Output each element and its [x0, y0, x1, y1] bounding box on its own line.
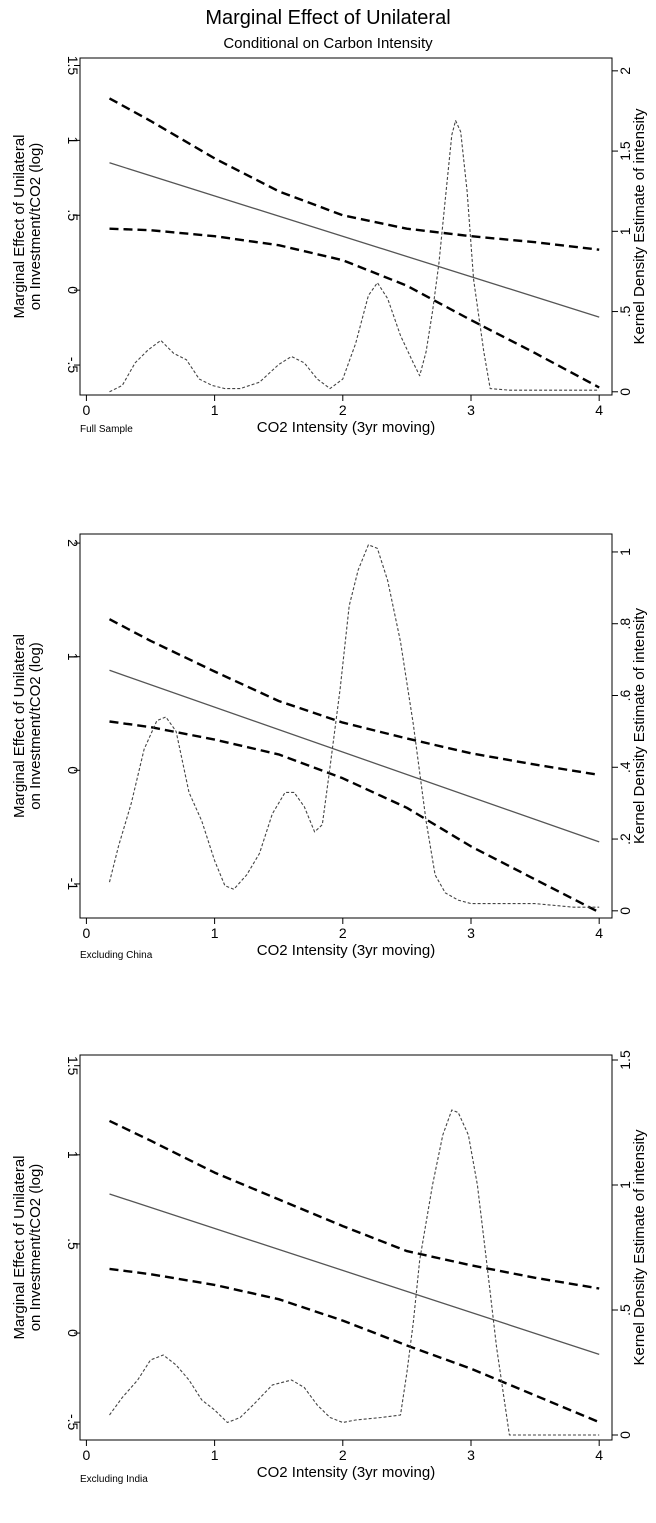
y2-tick-label: 1.5	[617, 141, 633, 161]
figure-subtitle: Conditional on Carbon Intensity	[223, 35, 433, 52]
y2-tick-label: .2	[617, 833, 633, 845]
panel-note: Excluding India	[80, 1474, 148, 1485]
panel-note: Excluding China	[80, 950, 153, 961]
series-estimate	[109, 162, 600, 318]
y-tick-label: 1.5	[65, 56, 81, 76]
series-ci-upper	[108, 97, 600, 251]
series-ci-upper	[108, 618, 600, 777]
x-tick-label: 1	[211, 925, 219, 941]
y2-tick-label: 0	[617, 388, 633, 396]
y-tick-label: 0	[65, 1329, 81, 1337]
y2-tick-label: .4	[617, 761, 633, 773]
series-ci-lower	[109, 720, 600, 914]
y-tick-label: 1	[65, 136, 81, 144]
series-ci-upper	[108, 1119, 600, 1290]
y2-tick-label: 0	[617, 1431, 633, 1439]
x-tick-label: 2	[339, 402, 347, 418]
y-tick-label: 1	[65, 1151, 81, 1159]
x-tick-label: 1	[211, 402, 219, 418]
plot-frame	[79, 1054, 613, 1441]
y-axis-title-line2: on Investment/tCO2 (log)	[27, 1164, 44, 1332]
y-axis-title-line1: Marginal Effect of Unilateral	[11, 135, 28, 319]
y2-axis-title: Kernel Density Estimate of intensity	[631, 108, 648, 344]
y-tick-label: 2	[65, 539, 81, 547]
series-density	[109, 120, 600, 393]
x-tick-label: 3	[467, 402, 475, 418]
x-tick-label: 1	[211, 1447, 219, 1463]
y2-tick-label: .6	[617, 689, 633, 701]
x-tick-label: 4	[595, 925, 603, 941]
series-density	[108, 544, 600, 908]
x-axis-title: CO2 Intensity (3yr moving)	[257, 1464, 435, 1481]
x-tick-label: 3	[467, 1447, 475, 1463]
y-tick-label: 0	[65, 766, 81, 774]
y2-tick-label: .5	[617, 1304, 633, 1316]
x-tick-label: 0	[83, 402, 91, 418]
y2-tick-label: 1	[617, 548, 633, 556]
series-density	[109, 1109, 600, 1436]
y-axis-title-line1: Marginal Effect of Unilateral	[11, 1156, 28, 1340]
y-tick-label: -.5	[65, 357, 81, 374]
y2-axis-title: Kernel Density Estimate of intensity	[631, 1129, 648, 1365]
x-tick-label: 4	[595, 1447, 603, 1463]
x-tick-label: 2	[339, 925, 347, 941]
series-estimate	[109, 1193, 600, 1356]
x-axis-title: CO2 Intensity (3yr moving)	[257, 942, 435, 959]
plot-frame	[79, 533, 613, 919]
y-axis-title-line2: on Investment/tCO2 (log)	[27, 143, 44, 311]
y-tick-label: .5	[65, 1238, 81, 1250]
x-tick-label: 0	[83, 925, 91, 941]
x-tick-label: 4	[595, 402, 603, 418]
y2-tick-label: .8	[617, 618, 633, 630]
y2-tick-label: 1	[617, 1181, 633, 1189]
y-tick-label: -.5	[65, 1414, 81, 1431]
x-tick-label: 3	[467, 925, 475, 941]
x-tick-label: 0	[83, 1447, 91, 1463]
y2-tick-label: .5	[617, 306, 633, 318]
y-tick-label: 1.5	[65, 1056, 81, 1076]
y2-tick-label: 1.5	[617, 1050, 633, 1070]
panel-note: Full Sample	[80, 424, 133, 435]
y-axis-title-line1: Marginal Effect of Unilateral	[11, 634, 28, 818]
y2-tick-label: 0	[617, 907, 633, 915]
y-axis-title-line2: on Investment/tCO2 (log)	[27, 642, 44, 810]
x-axis-title: CO2 Intensity (3yr moving)	[257, 419, 435, 436]
y2-axis-title: Kernel Density Estimate of intensity	[631, 608, 648, 844]
series-estimate	[109, 669, 600, 843]
y-tick-label: -1	[65, 878, 81, 891]
series-ci-lower	[109, 227, 600, 389]
figure-title: Marginal Effect of Unilateral	[205, 7, 450, 29]
panel-excluding-china: 0 1 2 3 4 -1 0 1 2 0 .2 .4 .6 .8 1 CO2 Intensity (3yr m…	[11, 533, 648, 961]
x-tick-label: 2	[339, 1447, 347, 1463]
plot-frame	[79, 57, 613, 396]
y-tick-label: .5	[65, 209, 81, 221]
y-tick-label: 1	[65, 653, 81, 661]
y2-tick-label: 2	[617, 67, 633, 75]
series-ci-lower	[109, 1267, 600, 1424]
y2-tick-label: 1	[617, 227, 633, 235]
y-tick-label: 0	[65, 286, 81, 294]
